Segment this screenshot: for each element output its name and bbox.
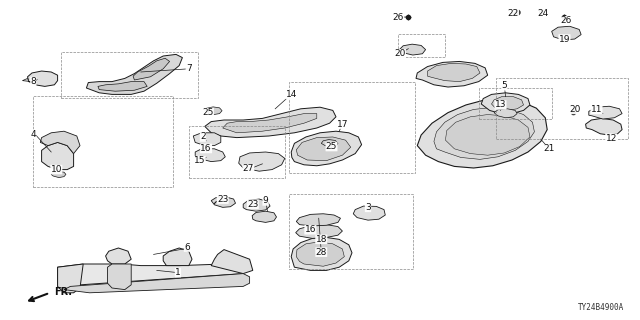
Polygon shape (445, 115, 530, 155)
Polygon shape (434, 108, 534, 159)
Polygon shape (195, 149, 225, 162)
Bar (289, 194, 413, 269)
Text: 8: 8 (31, 77, 36, 86)
Polygon shape (494, 109, 517, 118)
Polygon shape (321, 140, 338, 147)
Polygon shape (40, 131, 80, 154)
Text: FR.: FR. (54, 287, 72, 297)
Text: 10: 10 (51, 165, 62, 174)
Text: 16: 16 (305, 225, 316, 234)
Text: 18: 18 (316, 235, 327, 244)
Polygon shape (417, 99, 547, 168)
Polygon shape (239, 152, 285, 171)
Text: 2: 2 (200, 132, 205, 141)
Text: 1: 1 (175, 268, 180, 277)
Text: 28: 28 (316, 248, 327, 257)
Text: 14: 14 (285, 90, 297, 99)
Text: 6: 6 (184, 243, 189, 252)
Polygon shape (133, 58, 170, 80)
Text: 22: 22 (508, 9, 519, 18)
Text: 17: 17 (337, 120, 348, 129)
Polygon shape (291, 131, 362, 166)
Text: 20: 20 (394, 49, 406, 58)
Polygon shape (291, 237, 352, 270)
Text: 27: 27 (243, 164, 254, 173)
Text: 4: 4 (31, 130, 36, 139)
Text: 24: 24 (537, 9, 548, 18)
Text: 26: 26 (561, 16, 572, 25)
Text: 23: 23 (217, 195, 228, 204)
Polygon shape (211, 250, 253, 274)
Polygon shape (296, 214, 340, 226)
Polygon shape (416, 61, 488, 87)
Polygon shape (296, 242, 344, 266)
Polygon shape (163, 248, 192, 266)
Polygon shape (211, 197, 236, 207)
Polygon shape (552, 26, 581, 40)
Bar (496, 78, 628, 139)
Text: 20: 20 (569, 105, 580, 114)
Text: 7: 7 (186, 64, 191, 73)
Text: 15: 15 (194, 156, 205, 165)
Polygon shape (205, 107, 336, 138)
Text: 23: 23 (247, 200, 259, 209)
Polygon shape (428, 63, 480, 82)
Text: 13: 13 (495, 100, 506, 109)
Bar (479, 88, 552, 119)
Text: TY24B4900A: TY24B4900A (578, 303, 624, 312)
Polygon shape (481, 93, 530, 114)
Polygon shape (399, 44, 426, 55)
Text: 26: 26 (392, 13, 404, 22)
Bar (189, 126, 285, 178)
Text: 12: 12 (605, 134, 617, 143)
Text: 11: 11 (591, 105, 602, 114)
Bar (398, 34, 445, 57)
Text: 3: 3 (365, 203, 371, 212)
Polygon shape (193, 133, 221, 146)
Polygon shape (108, 264, 131, 290)
Polygon shape (98, 82, 147, 91)
Polygon shape (296, 137, 351, 161)
Text: 25: 25 (202, 108, 214, 117)
Text: 25: 25 (326, 142, 337, 151)
Polygon shape (58, 264, 83, 293)
Text: 9: 9 (263, 196, 268, 205)
Polygon shape (42, 142, 74, 170)
Text: 19: 19 (559, 35, 570, 44)
Polygon shape (492, 97, 524, 110)
Text: 21: 21 (543, 144, 555, 153)
Polygon shape (51, 172, 66, 178)
Bar (61, 52, 198, 98)
Polygon shape (106, 248, 131, 264)
Polygon shape (223, 114, 317, 133)
Polygon shape (353, 206, 385, 220)
Bar (289, 82, 415, 173)
Polygon shape (252, 211, 276, 222)
Polygon shape (28, 71, 58, 86)
Polygon shape (296, 225, 342, 238)
Polygon shape (243, 199, 270, 211)
Bar (33, 96, 173, 187)
Polygon shape (58, 264, 246, 286)
Polygon shape (64, 274, 250, 293)
Polygon shape (589, 106, 622, 119)
Polygon shape (586, 118, 622, 135)
Polygon shape (205, 107, 222, 115)
Text: 16: 16 (200, 144, 212, 153)
Polygon shape (22, 78, 31, 82)
Text: 5: 5 (502, 81, 507, 90)
Polygon shape (86, 54, 182, 94)
